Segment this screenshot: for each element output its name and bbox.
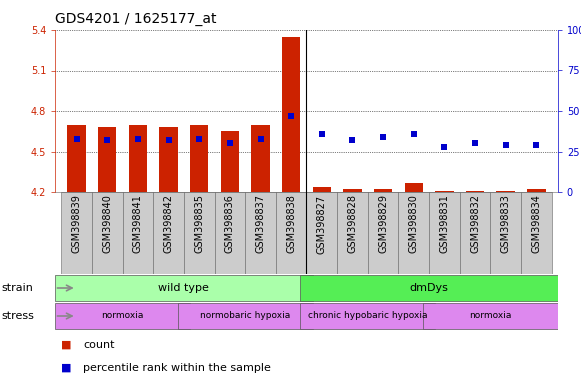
Bar bbox=[490, 192, 521, 274]
Text: ■: ■ bbox=[61, 340, 71, 350]
Text: GSM398836: GSM398836 bbox=[225, 194, 235, 253]
Text: dmDys: dmDys bbox=[410, 283, 449, 293]
Bar bbox=[184, 192, 214, 274]
Bar bbox=[435, 190, 454, 192]
Text: GDS4201 / 1625177_at: GDS4201 / 1625177_at bbox=[55, 12, 217, 26]
Bar bbox=[368, 192, 399, 274]
Bar bbox=[313, 187, 331, 192]
Bar bbox=[399, 192, 429, 274]
Text: stress: stress bbox=[2, 311, 35, 321]
Text: GSM398827: GSM398827 bbox=[317, 194, 327, 253]
Bar bbox=[527, 189, 546, 192]
Text: normoxia: normoxia bbox=[102, 311, 144, 321]
Bar bbox=[252, 124, 270, 192]
Bar bbox=[337, 192, 368, 274]
Text: ■: ■ bbox=[61, 363, 71, 373]
Bar bbox=[55, 275, 313, 301]
Text: GSM398833: GSM398833 bbox=[501, 194, 511, 253]
Text: GSM398830: GSM398830 bbox=[408, 194, 419, 253]
Bar bbox=[98, 127, 116, 192]
Bar bbox=[307, 192, 337, 274]
Bar bbox=[497, 190, 515, 192]
Bar bbox=[282, 37, 300, 192]
Bar bbox=[300, 275, 558, 301]
Text: GSM398840: GSM398840 bbox=[102, 194, 112, 253]
Text: strain: strain bbox=[2, 283, 34, 293]
Text: GSM398839: GSM398839 bbox=[71, 194, 82, 253]
Bar bbox=[521, 192, 551, 274]
Bar bbox=[460, 192, 490, 274]
Text: percentile rank within the sample: percentile rank within the sample bbox=[83, 363, 271, 373]
Bar bbox=[343, 189, 361, 192]
Bar bbox=[429, 192, 460, 274]
Bar bbox=[129, 124, 147, 192]
Bar bbox=[190, 124, 209, 192]
Text: GSM398828: GSM398828 bbox=[347, 194, 357, 253]
Text: GSM398832: GSM398832 bbox=[470, 194, 480, 253]
Bar bbox=[62, 192, 92, 274]
Text: GSM398831: GSM398831 bbox=[439, 194, 449, 253]
Bar bbox=[67, 124, 86, 192]
Text: GSM398835: GSM398835 bbox=[194, 194, 205, 253]
Text: normobaric hypoxia: normobaric hypoxia bbox=[200, 311, 290, 321]
Text: chronic hypobaric hypoxia: chronic hypobaric hypoxia bbox=[308, 311, 428, 321]
Bar bbox=[404, 182, 423, 192]
Bar bbox=[92, 192, 123, 274]
Bar bbox=[159, 127, 178, 192]
Text: wild type: wild type bbox=[159, 283, 209, 293]
Bar bbox=[123, 192, 153, 274]
Text: count: count bbox=[83, 340, 114, 350]
Bar bbox=[423, 303, 558, 329]
Bar bbox=[276, 192, 307, 274]
Text: GSM398838: GSM398838 bbox=[286, 194, 296, 253]
Bar bbox=[245, 192, 276, 274]
Text: GSM398837: GSM398837 bbox=[256, 194, 266, 253]
Bar bbox=[153, 192, 184, 274]
Bar bbox=[466, 190, 484, 192]
Text: GSM398842: GSM398842 bbox=[164, 194, 174, 253]
Bar bbox=[300, 303, 435, 329]
Bar bbox=[178, 303, 313, 329]
Bar bbox=[214, 192, 245, 274]
Text: GSM398841: GSM398841 bbox=[133, 194, 143, 253]
Bar bbox=[221, 131, 239, 192]
Bar bbox=[55, 303, 190, 329]
Bar bbox=[374, 189, 392, 192]
Text: GSM398829: GSM398829 bbox=[378, 194, 388, 253]
Text: GSM398834: GSM398834 bbox=[531, 194, 541, 253]
Text: normoxia: normoxia bbox=[469, 311, 511, 321]
